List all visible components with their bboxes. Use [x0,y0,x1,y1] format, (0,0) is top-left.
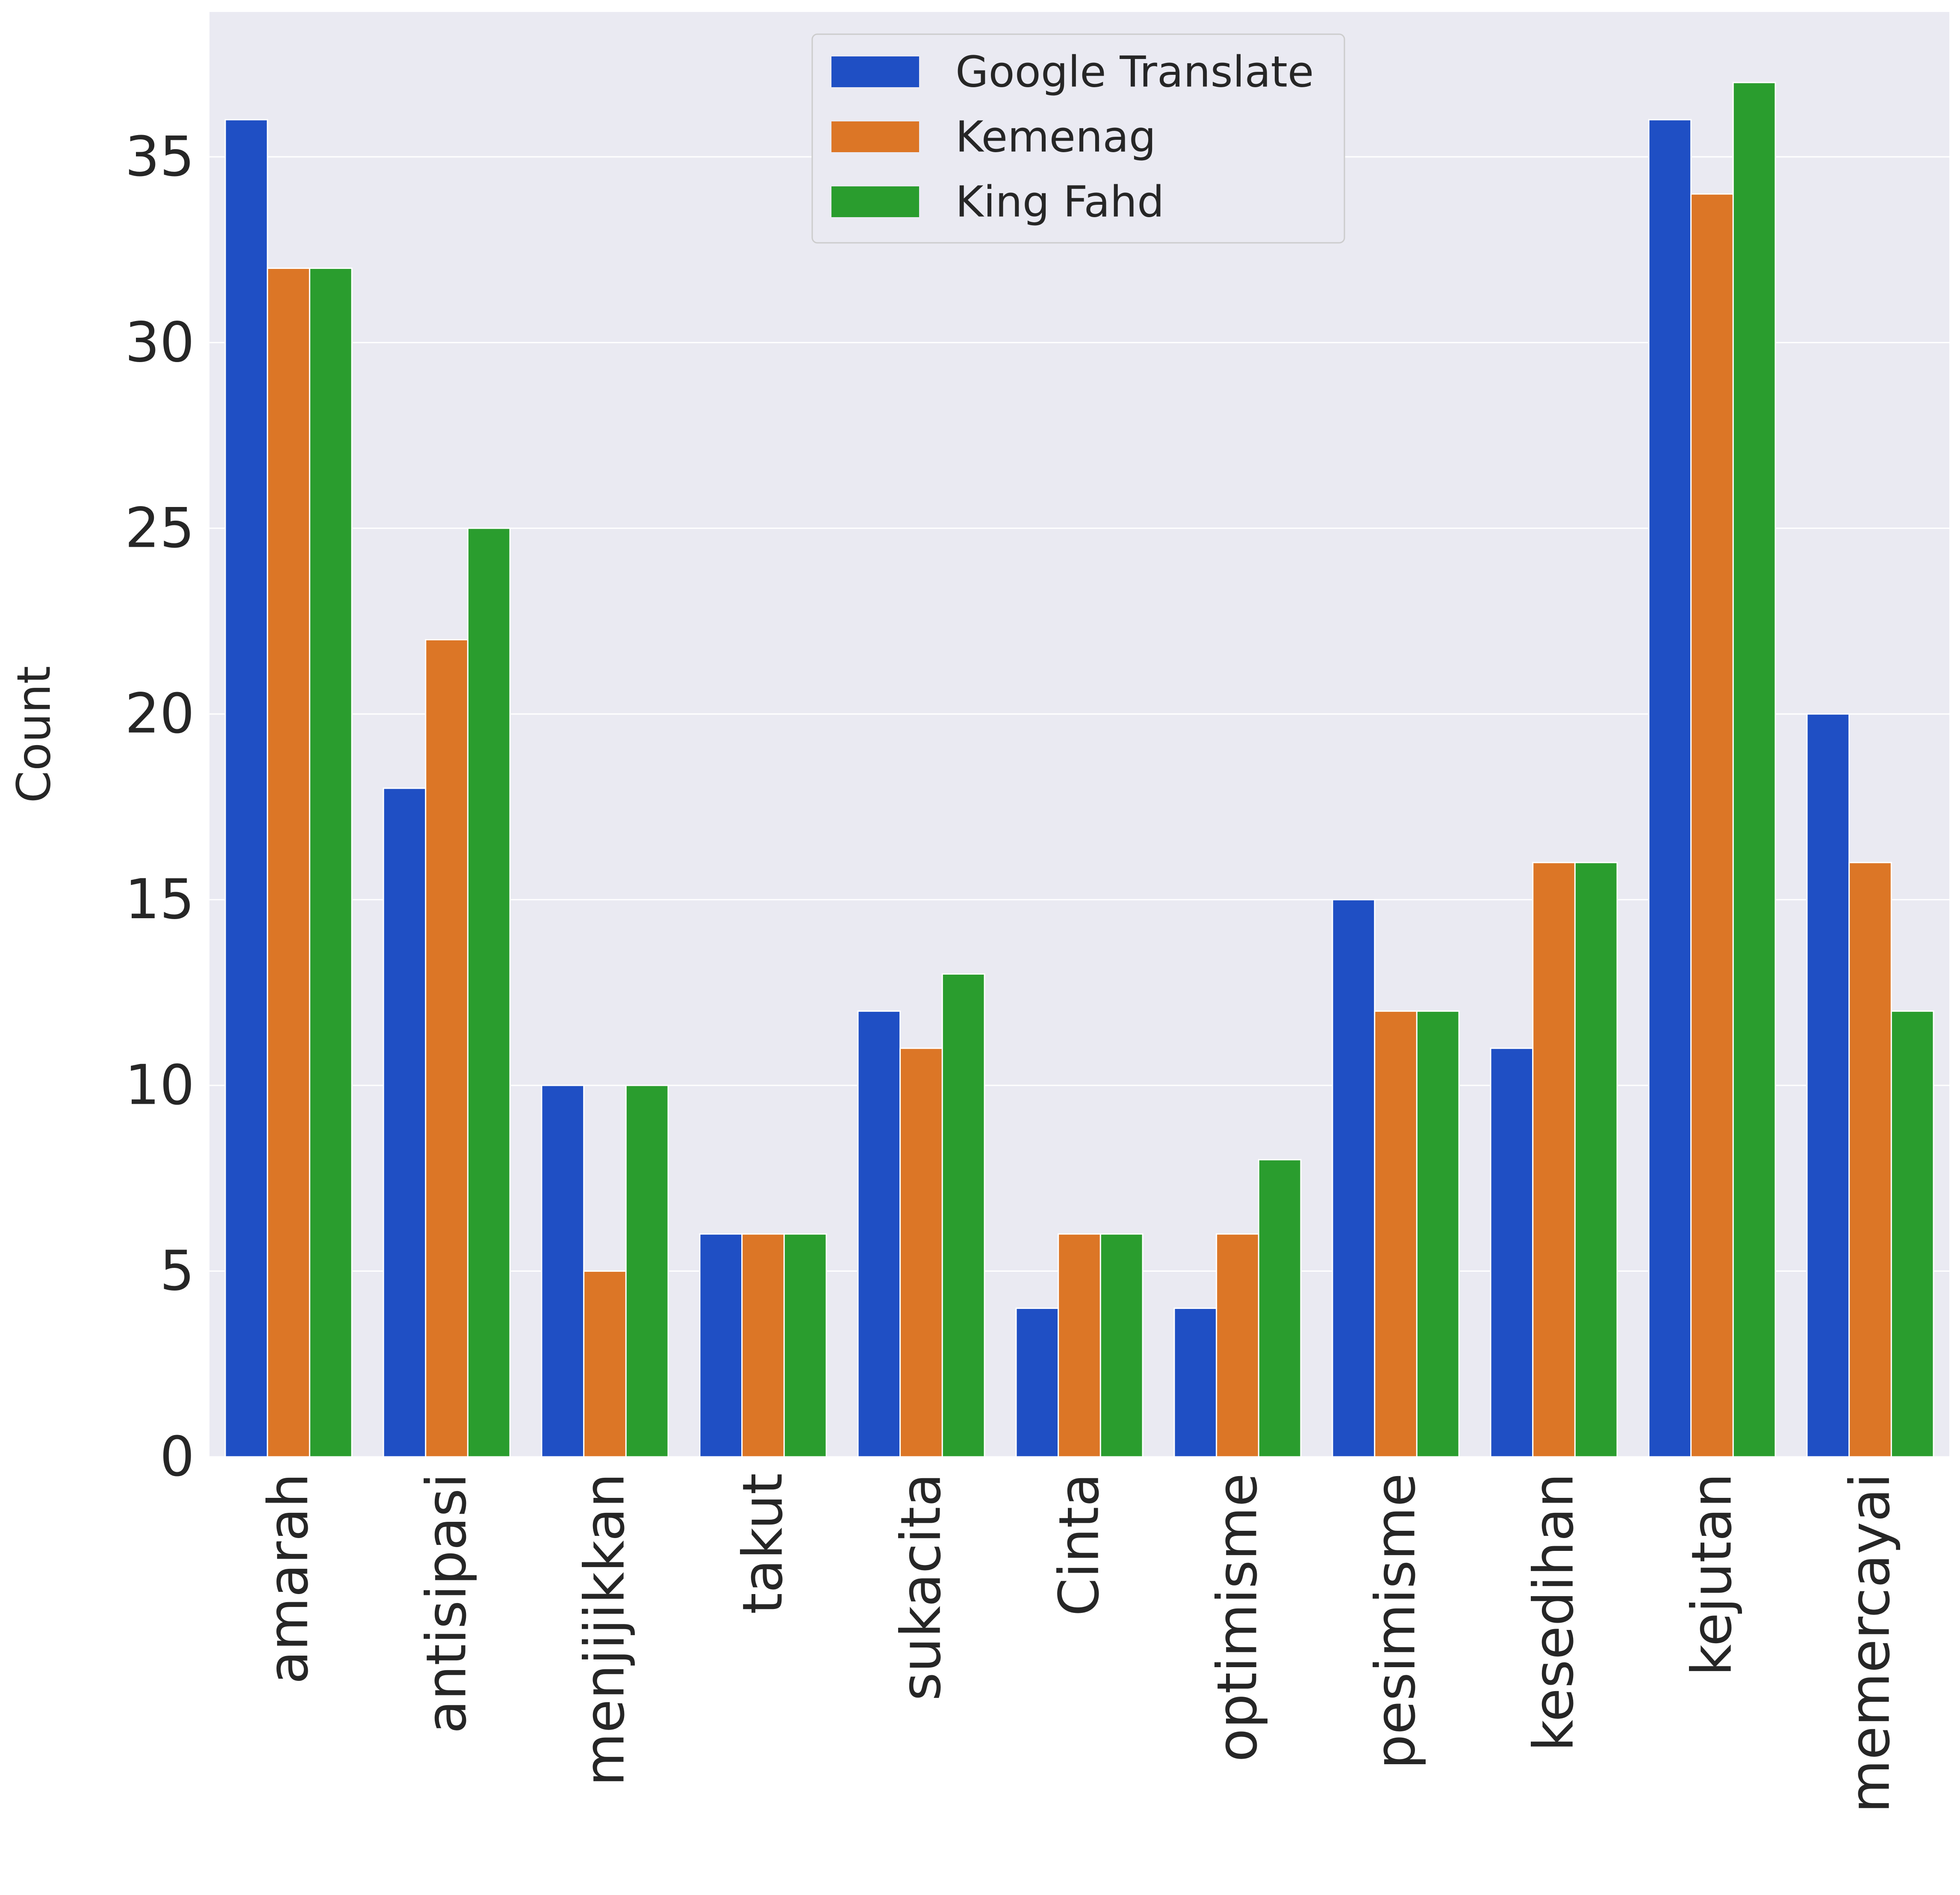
y-tick-label: 5 [160,1239,195,1303]
legend-swatch [831,186,919,217]
bar-kemenag-takut [741,1233,785,1458]
bar-kemenag-cinta [1058,1233,1101,1458]
legend-label: Kemenag [955,112,1156,162]
x-tick-label: pesimisme [1364,1473,1428,1769]
bar-google-translate-cinta [1015,1307,1059,1458]
bar-king-fahd-menjijikkan [625,1085,669,1458]
bar-king-fahd-memercayai [1890,1010,1934,1458]
y-tick-label: 35 [125,125,195,189]
x-tick-labels: amarah antisipasi menjijikkan takut sukacita… [257,1473,1902,1813]
bar-google-translate-pesimisme [1332,899,1376,1458]
x-tick-label: kesedihan [1522,1473,1586,1751]
bar-king-fahd-kesedihan [1574,862,1618,1458]
bar-kemenag-pesimisme [1374,1010,1418,1458]
y-axis-label: Count [8,666,61,803]
bar-kemenag-antisipasi [425,639,469,1458]
bar-kemenag-kesedihan [1532,862,1576,1458]
bar-kemenag-kejutan [1690,193,1734,1458]
bar-kemenag-menjijikkan [583,1270,627,1458]
bar-king-fahd-antisipasi [467,528,511,1458]
y-tick-label: 0 [160,1425,195,1489]
x-tick-label: menjijikkan [573,1473,637,1786]
bar-google-translate-amarah [224,119,268,1458]
y-tick-labels: 0 5 10 15 20 25 30 35 [125,125,195,1488]
y-tick-label: 20 [125,682,195,746]
y-tick-label: 25 [125,496,195,560]
x-tick-label: amarah [257,1473,321,1684]
legend-label: Google Translate [955,47,1314,97]
bar-kemenag-sukacita [899,1047,943,1458]
bars [224,82,1934,1458]
x-tick-label: optimisme [1206,1473,1270,1762]
bar-google-translate-kejutan [1648,119,1692,1458]
legend-swatch [831,121,919,152]
bar-kemenag-memercayai [1848,862,1892,1458]
bar-google-translate-memercayai [1806,713,1850,1458]
y-tick-label: 30 [125,311,195,374]
bar-king-fahd-optimisme [1258,1159,1302,1458]
x-tick-label: kejutan [1680,1473,1744,1676]
x-tick-label: antisipasi [415,1473,479,1734]
bar-google-translate-menjijikkan [541,1085,585,1458]
bar-king-fahd-takut [783,1233,827,1458]
bar-king-fahd-pesimisme [1416,1010,1460,1458]
bar-google-translate-takut [699,1233,743,1458]
bar-king-fahd-kejutan [1732,82,1776,1458]
bar-google-translate-antisipasi [383,787,427,1458]
y-tick-label: 15 [125,868,195,931]
x-tick-label: sukacita [890,1473,953,1701]
bar-kemenag-optimisme [1216,1233,1259,1458]
bar-google-translate-sukacita [857,1010,901,1458]
x-tick-label: Cinta [1048,1473,1111,1616]
bar-king-fahd-sukacita [941,973,985,1458]
y-tick-label: 10 [125,1054,195,1117]
bar-google-translate-kesedihan [1490,1047,1534,1458]
legend-label: King Fahd [955,177,1164,227]
legend-swatch [831,56,919,87]
x-tick-label: takut [731,1473,795,1614]
bar-king-fahd-cinta [1099,1233,1144,1458]
legend-box [811,33,1345,244]
bar-king-fahd-amarah [309,268,353,1458]
legend: Google Translate Kemenag King Fahd [811,33,1345,244]
bar-google-translate-optimisme [1173,1307,1217,1458]
x-tick-label: memercayai [1839,1473,1902,1813]
bar-kemenag-amarah [267,268,310,1458]
